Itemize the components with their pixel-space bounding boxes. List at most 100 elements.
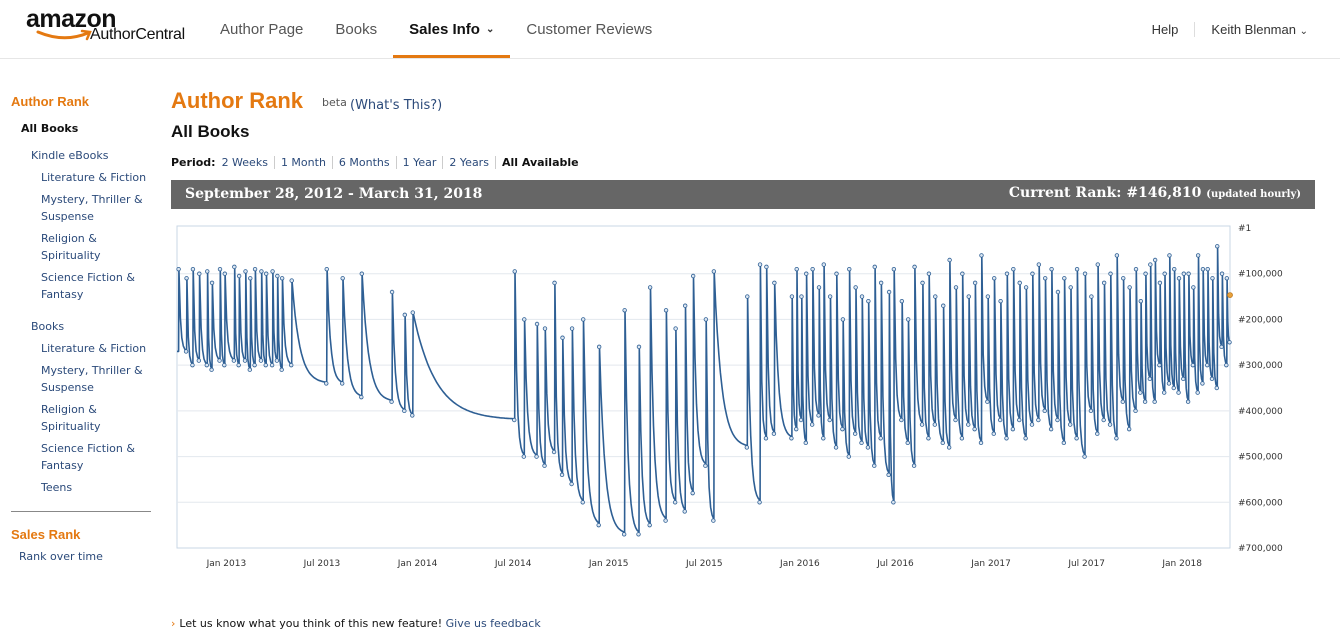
rank-point xyxy=(1185,399,1191,404)
x-tick-label: Jan 2016 xyxy=(779,559,820,569)
rank-point xyxy=(911,463,917,468)
rank-point xyxy=(534,321,540,327)
rank-point xyxy=(872,264,877,270)
period-6-months[interactable]: 6 Months xyxy=(331,156,396,169)
rank-point xyxy=(711,269,717,274)
period-1-month[interactable]: 1 Month xyxy=(273,156,332,169)
rank-point xyxy=(972,426,977,432)
rank-point xyxy=(757,500,762,505)
rank-point xyxy=(217,358,222,363)
tab-author-page[interactable]: Author Page xyxy=(204,0,319,58)
sidebar-item-books-teens[interactable]: Teens xyxy=(41,479,72,496)
sidebar-item-kindle-religion[interactable]: Religion & Spirituality xyxy=(41,230,101,264)
sidebar-item-kindle-literature[interactable]: Literature & Fiction xyxy=(41,169,146,186)
rank-point xyxy=(1049,266,1054,272)
sidebar-item-books-mystery[interactable]: Mystery, Thriller & Suspense xyxy=(41,362,143,396)
rank-point xyxy=(231,358,237,363)
user-menu[interactable]: Keith Blenman ⌄ xyxy=(1211,22,1308,37)
rank-point xyxy=(243,269,248,274)
rank-point xyxy=(279,367,284,372)
rank-point xyxy=(711,518,716,523)
item-line: Suspense xyxy=(41,381,94,394)
rank-point xyxy=(744,445,750,450)
sidebar-item-kindle-mystery[interactable]: Mystery, Thriller & Suspense xyxy=(41,191,143,225)
rank-point xyxy=(551,449,557,455)
rank-point xyxy=(1166,381,1172,386)
arrow-right-icon: › xyxy=(171,617,176,630)
y-tick-label: #200,000 xyxy=(1238,315,1283,325)
sidebar-item-kindle-scifi[interactable]: Science Fiction & Fantasy xyxy=(41,269,135,303)
top-navigation-bar: amazon AuthorCentral Author Page Books S… xyxy=(0,0,1340,59)
rank-point xyxy=(1224,276,1230,281)
date-range: September 28, 2012 - March 31, 2018 xyxy=(185,186,483,202)
rank-point xyxy=(1152,399,1157,404)
sidebar-item-kindle-ebooks[interactable]: Kindle eBooks xyxy=(31,149,109,162)
rank-point xyxy=(647,522,652,528)
rank-point xyxy=(209,280,215,286)
rank-point xyxy=(205,269,210,274)
page-title: Author Rank xyxy=(171,88,303,113)
rank-point xyxy=(279,276,285,281)
rank-point xyxy=(1152,257,1158,263)
tab-customer-reviews[interactable]: Customer Reviews xyxy=(510,0,668,58)
sidebar-item-books-religion[interactable]: Religion & Spirituality xyxy=(41,401,101,435)
rank-point xyxy=(840,426,845,432)
rank-point xyxy=(1030,271,1035,276)
tab-sales-info[interactable]: Sales Info ⌄ xyxy=(393,0,511,58)
rank-point xyxy=(1142,399,1148,404)
item-line: Literature & Fiction xyxy=(41,171,147,184)
period-2-years[interactable]: 2 Years xyxy=(442,156,495,169)
amazon-author-central-logo[interactable]: amazon AuthorCentral xyxy=(26,5,196,51)
rank-point xyxy=(1176,390,1181,395)
rank-point xyxy=(1181,271,1187,276)
rank-point xyxy=(264,271,269,276)
y-tick-label: #1 xyxy=(1238,224,1251,234)
rank-point xyxy=(703,463,708,468)
feedback-text: Let us know what you think of this new f… xyxy=(179,617,443,630)
rank-point xyxy=(690,273,696,279)
rank-point xyxy=(596,522,601,528)
rank-point xyxy=(816,413,821,418)
whats-this-link[interactable]: (What's This?) xyxy=(350,98,443,113)
sidebar-item-books[interactable]: Books xyxy=(31,320,65,333)
rank-point xyxy=(389,399,394,404)
help-link[interactable]: Help xyxy=(1152,21,1196,37)
give-feedback-link[interactable]: Give us feedback xyxy=(445,617,541,630)
rank-point xyxy=(1089,294,1094,299)
rank-point xyxy=(1138,390,1143,395)
rank-point xyxy=(542,463,547,468)
sidebar-item-books-scifi[interactable]: Science Fiction & Fantasy xyxy=(41,440,135,474)
period-all-available[interactable]: All Available xyxy=(494,156,585,169)
main-nav-tabs: Author Page Books Sales Info ⌄ Customer R… xyxy=(204,0,668,58)
chevron-down-icon: ⌄ xyxy=(485,23,495,35)
item-line: Fantasy xyxy=(41,459,84,472)
rank-point xyxy=(410,413,415,418)
rank-point xyxy=(1068,422,1073,427)
period-1-year[interactable]: 1 Year xyxy=(395,156,443,169)
sidebar-item-rank-over-time[interactable]: Rank over time xyxy=(19,550,103,563)
rank-point xyxy=(289,278,294,283)
rank-point xyxy=(1068,285,1073,290)
rank-point xyxy=(569,326,575,331)
rank-point xyxy=(1147,376,1153,382)
rank-point xyxy=(821,262,826,267)
x-tick-label: Jul 2017 xyxy=(1067,559,1105,569)
rank-point xyxy=(859,440,864,446)
rank-point xyxy=(1210,276,1215,281)
rank-point xyxy=(522,317,527,322)
tab-books[interactable]: Books xyxy=(319,0,393,58)
rank-point xyxy=(1004,436,1009,441)
item-line: Mystery, Thriller & xyxy=(41,364,143,377)
rank-point xyxy=(905,440,910,446)
x-tick-label: Jan 2015 xyxy=(588,559,629,569)
rank-point xyxy=(204,362,209,368)
period-2-weeks[interactable]: 2 Weeks xyxy=(221,156,268,169)
rank-point xyxy=(672,500,678,505)
rank-point xyxy=(1126,426,1132,432)
rank-point xyxy=(1095,431,1100,436)
sidebar-item-all-books[interactable]: All Books xyxy=(21,122,79,135)
rank-point xyxy=(799,294,804,299)
rank-point xyxy=(190,266,196,272)
sidebar-item-books-literature[interactable]: Literature & Fiction xyxy=(41,340,146,357)
